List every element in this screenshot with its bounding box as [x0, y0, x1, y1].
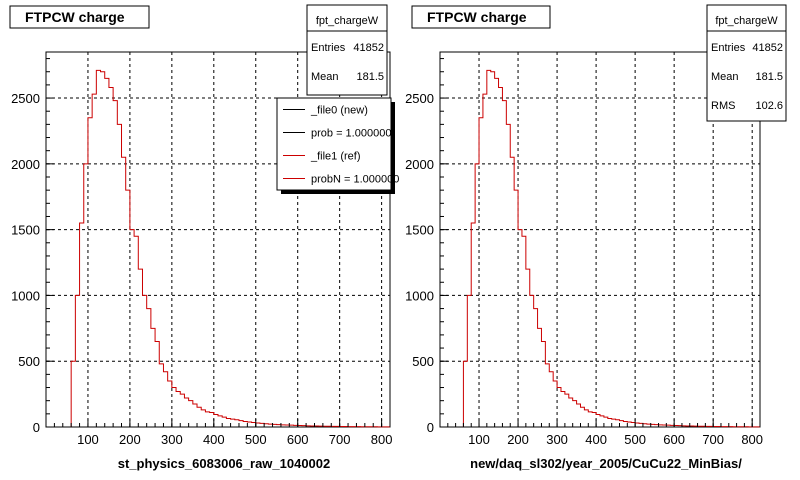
- chart-title: FTPCW charge: [25, 9, 125, 25]
- stats-label: Mean: [711, 71, 739, 83]
- y-tick-label: 2000: [405, 157, 434, 172]
- legend-label: _file0 (new): [310, 105, 368, 117]
- stats-label: RMS: [711, 100, 735, 112]
- title-box: [9, 5, 150, 29]
- y-tick-label: 1500: [11, 223, 40, 238]
- x-tick-label: 600: [663, 432, 685, 447]
- x-tick-label: 200: [119, 432, 141, 447]
- x-tick-label: 600: [287, 432, 309, 447]
- x-tick-label: 400: [585, 432, 607, 447]
- stats-box: [706, 4, 787, 122]
- x-tick-label: 100: [77, 432, 99, 447]
- histogram-series: [70, 69, 391, 428]
- x-tick-label: 700: [329, 432, 351, 447]
- y-tick-label: 0: [427, 420, 434, 435]
- x-tick-label: 400: [203, 432, 225, 447]
- y-tick-label: 1500: [405, 223, 434, 238]
- legend-box: [276, 97, 392, 191]
- stats-box: [306, 4, 388, 96]
- chart-title: FTPCW charge: [427, 9, 527, 25]
- plot-frame: [439, 51, 761, 428]
- y-tick-label: 1000: [11, 288, 40, 303]
- stats-label: Entries: [311, 42, 346, 54]
- y-tick-label: 1000: [405, 288, 434, 303]
- x-tick-label: 700: [702, 432, 724, 447]
- x-tick-label: 300: [161, 432, 183, 447]
- x-axis-label: new/daq_sl302/year_2005/CuCu22_MinBias/: [470, 456, 742, 471]
- stats-name: fpt_chargeW: [715, 15, 778, 27]
- legend-label: probN = 1.000000: [311, 174, 399, 186]
- chart-panel-2: 100 200 300 400 500 600 700 800 0 500 1000 1500 2000…: [405, 4, 787, 471]
- plot-frame: [45, 51, 391, 428]
- stats-name: fpt_chargeW: [316, 15, 379, 27]
- y-tick-label: 0: [33, 420, 40, 435]
- x-tick-label: 800: [741, 432, 763, 447]
- y-tick-label: 2000: [11, 157, 40, 172]
- stats-value: 181.5: [356, 71, 384, 83]
- y-tick-label: 2500: [405, 91, 434, 106]
- legend-label: prob = 1.000000: [311, 128, 391, 140]
- x-tick-label: 800: [371, 432, 393, 447]
- x-tick-label: 500: [245, 432, 267, 447]
- y-tick-label: 2500: [11, 91, 40, 106]
- stats-label: Entries: [711, 42, 746, 54]
- x-tick-label: 200: [507, 432, 529, 447]
- histogram-series: [462, 69, 761, 428]
- stats-value: 41852: [353, 42, 384, 54]
- x-tick-label: 100: [468, 432, 490, 447]
- stats-value: 102.6: [755, 100, 783, 112]
- legend-label: _file1 (ref): [310, 151, 361, 163]
- x-tick-label: 500: [624, 432, 646, 447]
- stats-value: 41852: [752, 42, 783, 54]
- x-axis-label: st_physics_6083006_raw_1040002: [118, 456, 331, 471]
- stats-label: Mean: [311, 71, 339, 83]
- chart-panel-1: 100 200 300 400 500 600 700 800 0 500 1000 1500 2000…: [9, 4, 399, 471]
- stats-value: 181.5: [755, 71, 783, 83]
- x-tick-label: 300: [546, 432, 568, 447]
- title-box: [411, 5, 551, 29]
- y-tick-label: 500: [412, 354, 434, 369]
- y-tick-label: 500: [18, 354, 40, 369]
